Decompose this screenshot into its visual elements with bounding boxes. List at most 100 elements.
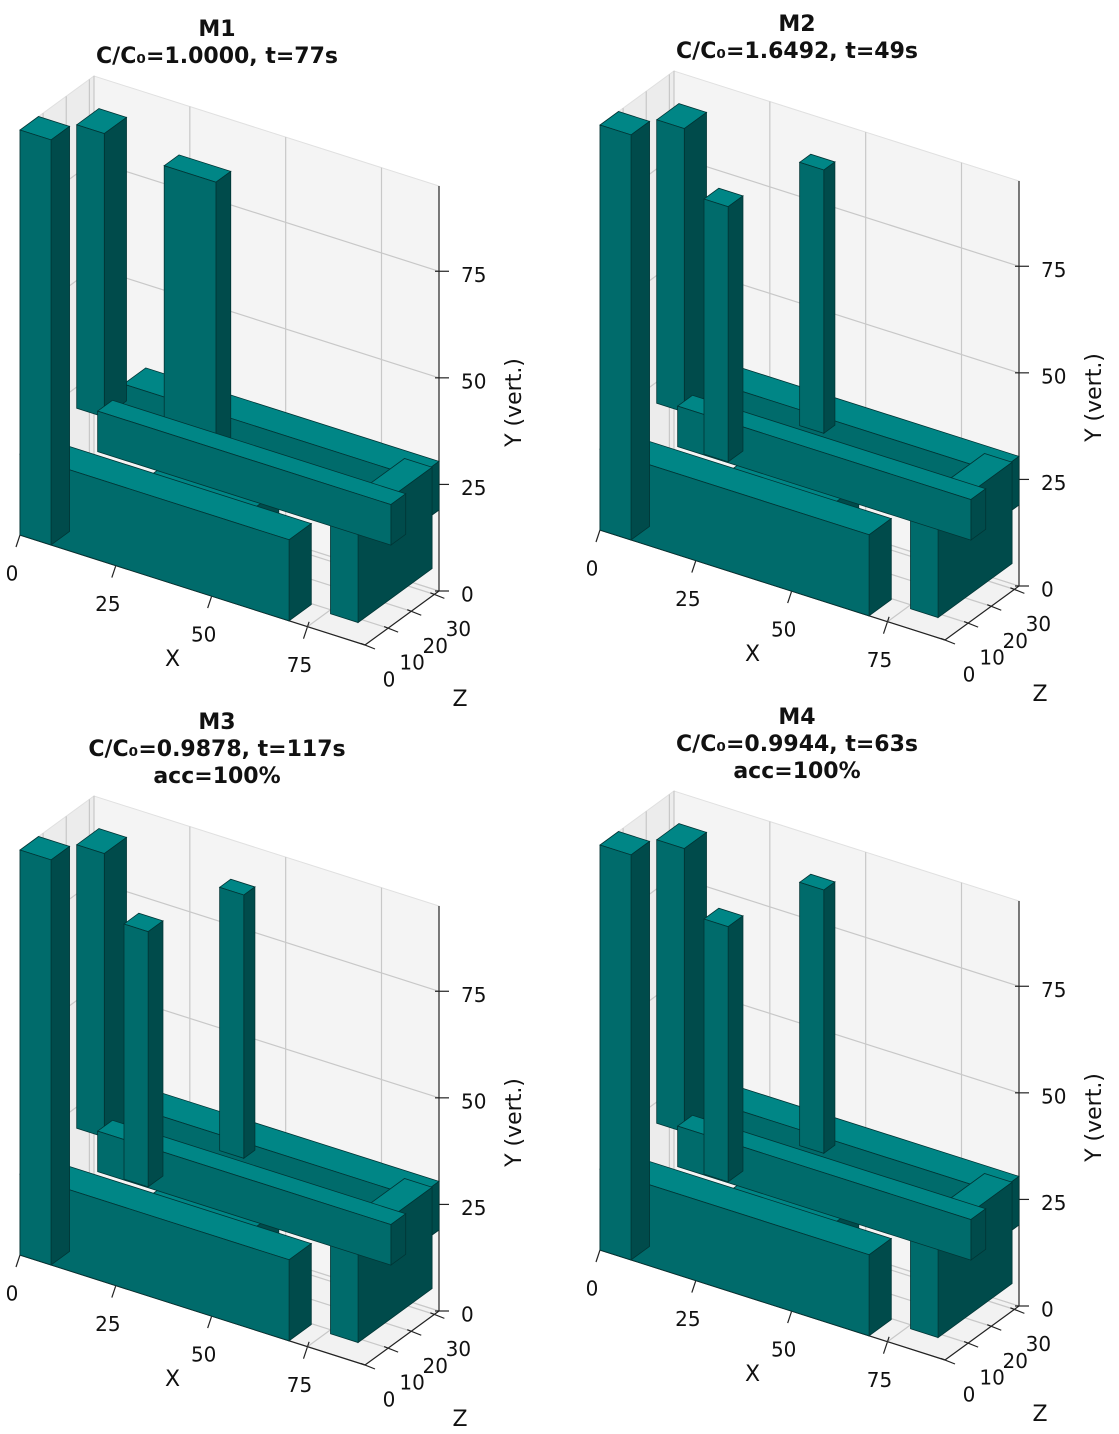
tick-label: 25 — [1041, 1191, 1066, 1215]
voxel-face — [630, 120, 650, 541]
voxel-face — [599, 844, 632, 1261]
x-axis-label: X — [745, 642, 760, 667]
tick-label: 0 — [383, 668, 396, 692]
x-axis-label: X — [165, 1367, 180, 1392]
tick-label: 20 — [423, 1354, 448, 1378]
tick-label: 0 — [6, 1282, 19, 1306]
voxel-face — [147, 920, 164, 1188]
tick-label: 0 — [461, 1303, 474, 1327]
z-axis-label: Z — [452, 1407, 467, 1432]
panel-title: M2 — [778, 12, 815, 37]
voxel-face — [76, 844, 105, 1138]
tick-label: 0 — [963, 1383, 976, 1407]
tick-label: 25 — [461, 1196, 486, 1220]
grid-line — [673, 875, 1020, 987]
voxel-face — [677, 1125, 972, 1261]
grid-line — [93, 880, 440, 992]
voxel-face — [97, 410, 392, 546]
tick-label: 25 — [95, 592, 120, 616]
voxel-face — [123, 923, 149, 1188]
panel-title: M4 — [778, 705, 815, 730]
tick-label: 0 — [586, 557, 599, 581]
tick-label: 0 — [383, 1388, 396, 1412]
tick-label: 20 — [1003, 1349, 1028, 1373]
tick-label: 20 — [423, 634, 448, 658]
voxel-face — [677, 405, 972, 541]
panel-title: acc=100% — [733, 759, 860, 784]
tick-label: 0 — [963, 663, 976, 687]
voxel-face — [50, 845, 70, 1266]
tick-label: 30 — [1026, 1332, 1051, 1356]
x-axis-label: X — [745, 1362, 760, 1387]
tick-mark — [1010, 1307, 1025, 1314]
voxel-face — [799, 161, 825, 434]
voxel-face — [727, 915, 744, 1183]
panel-title: M3 — [198, 710, 235, 735]
tick-label: 25 — [461, 476, 486, 500]
voxel-face — [868, 517, 892, 617]
tick-label: 50 — [1041, 364, 1066, 388]
z-axis-label: Z — [1032, 1402, 1047, 1427]
tick-mark — [430, 592, 445, 599]
voxel-face — [868, 1237, 892, 1337]
tick-mark — [963, 620, 979, 628]
tick-mark — [407, 1329, 422, 1336]
axis-line — [364, 590, 440, 646]
tick-label: 30 — [446, 1337, 471, 1361]
voxel-face — [823, 881, 836, 1155]
voxel-face — [219, 886, 245, 1159]
grid-line — [93, 160, 440, 272]
tick-label: 75 — [867, 648, 892, 672]
tick-mark — [882, 616, 890, 634]
panel-title: C/C₀=0.9878, t=117s — [88, 737, 345, 762]
voxel-face — [703, 918, 729, 1183]
z-axis-label: Z — [1032, 682, 1047, 707]
grid-line — [673, 155, 1020, 267]
tick-mark — [430, 1312, 445, 1319]
tick-label: 0 — [1041, 1298, 1054, 1322]
voxel-face — [19, 129, 52, 546]
panel-title: C/C₀=1.6492, t=49s — [676, 39, 918, 64]
tick-mark — [407, 609, 422, 616]
voxel-face — [19, 849, 52, 1266]
tick-label: 0 — [461, 583, 474, 607]
z-axis-label: Z — [452, 687, 467, 712]
axis-line — [944, 585, 1020, 641]
tick-label: 10 — [979, 646, 1004, 670]
voxel-face — [823, 161, 836, 435]
tick-label: 10 — [979, 1366, 1004, 1390]
voxel-face — [727, 195, 744, 463]
tick-label: 50 — [771, 618, 796, 642]
voxel-face — [50, 125, 70, 546]
tick-label: 30 — [446, 617, 471, 641]
tick-label: 50 — [461, 369, 486, 393]
voxel-face — [656, 839, 685, 1133]
x-axis-label: X — [165, 647, 180, 672]
tick-mark — [302, 621, 310, 639]
voxel-face — [288, 522, 312, 622]
voxel-face — [163, 165, 217, 455]
tick-label: 30 — [1026, 612, 1051, 636]
y-axis-label: Y (vert.) — [502, 358, 527, 448]
voxel-face — [103, 836, 127, 1138]
tick-mark — [987, 604, 1002, 611]
tick-label: 75 — [1041, 978, 1066, 1002]
tick-label: 10 — [399, 1371, 424, 1395]
voxel-face — [103, 116, 127, 418]
grid-line — [93, 267, 440, 379]
tick-mark — [963, 1340, 979, 1348]
panel-title: C/C₀=1.0000, t=77s — [96, 44, 338, 69]
tick-label: 75 — [287, 1373, 312, 1397]
panel-title: C/C₀=0.9944, t=63s — [676, 732, 918, 757]
tick-mark — [1010, 587, 1025, 594]
voxel-face — [215, 170, 232, 455]
tick-mark — [882, 1336, 890, 1354]
tick-label: 50 — [191, 1343, 216, 1367]
tick-mark — [987, 1324, 1002, 1331]
voxel-face — [630, 840, 650, 1261]
tick-label: 50 — [771, 1338, 796, 1362]
